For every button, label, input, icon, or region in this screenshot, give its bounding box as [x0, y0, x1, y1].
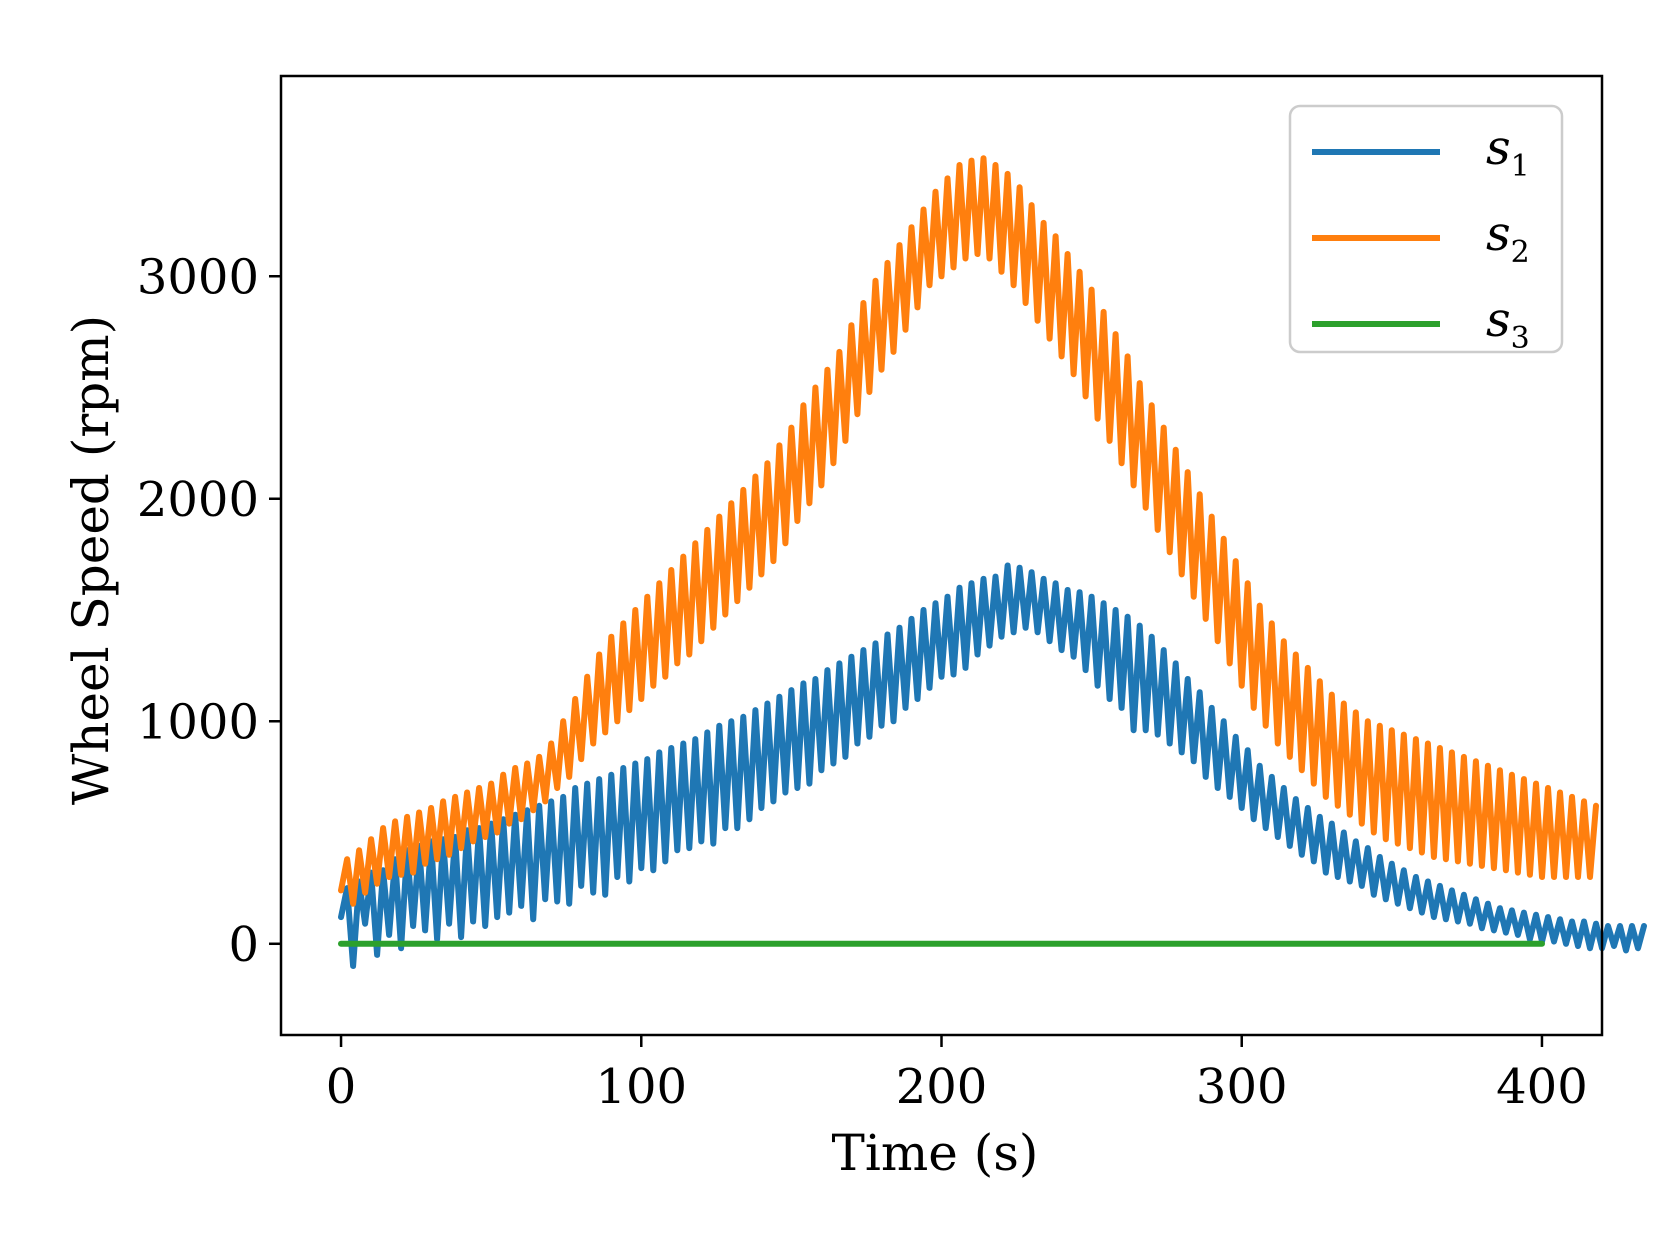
legend-box	[1288, 104, 1564, 354]
y-axis-label: Wheel Speed (rpm)	[62, 315, 120, 805]
x-axis-label: Time (s)	[832, 1124, 1039, 1182]
y-tick-label: 0	[228, 917, 259, 973]
series-line-s1	[338, 562, 1647, 969]
legend-label-s1: s1	[1486, 120, 1530, 184]
x-tick-label: 300	[1196, 1059, 1288, 1115]
x-tick-label: 100	[595, 1059, 687, 1115]
y-tick-label: 3000	[137, 249, 259, 305]
legend-label-s2: s2	[1486, 206, 1530, 270]
series-layer	[338, 155, 1647, 969]
x-tick-label: 400	[1496, 1059, 1588, 1115]
series-line-s2	[338, 155, 1599, 907]
legend: s1 s2 s3	[1288, 104, 1564, 356]
y-tick-label: 1000	[137, 694, 259, 750]
x-tick-label: 200	[896, 1059, 988, 1115]
y-tick-label: 2000	[137, 472, 259, 528]
axes-layer: 0 100 200 300 400 0 1000 2000 3000	[137, 74, 1604, 1115]
x-tick-label: 0	[326, 1059, 357, 1115]
legend-label-s3: s3	[1486, 292, 1530, 356]
